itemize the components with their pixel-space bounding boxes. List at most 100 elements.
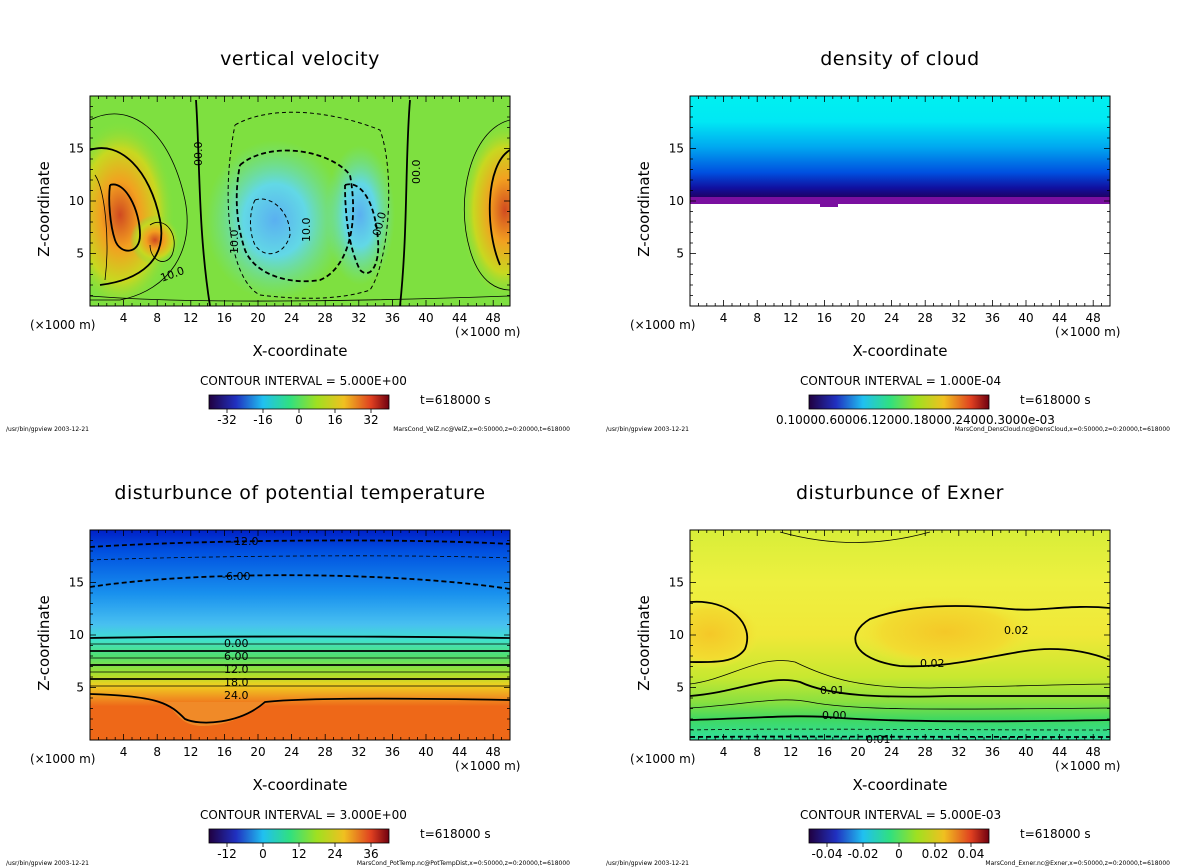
x-unit-right: (×1000 m) xyxy=(455,325,521,339)
colorbar-tick-label: -0.02 xyxy=(847,847,878,861)
colorbar xyxy=(208,394,390,410)
footer-source: MarsCond_Exner.nc@Exner,x=0:50000,z=0:20… xyxy=(985,860,1170,867)
contour-line-negative xyxy=(89,555,511,561)
x-tick-label: 48 xyxy=(1086,745,1101,759)
y-axis-label: Z-coordinate xyxy=(35,595,53,691)
colorbar-tick-label: -12 xyxy=(217,847,237,861)
contour-line xyxy=(108,183,141,252)
colorbar xyxy=(808,828,990,844)
x-tick-label: 32 xyxy=(951,311,966,325)
time-stamp: t=618000 s xyxy=(1020,393,1091,407)
x-tick-label: 24 xyxy=(284,745,299,759)
colorbar-tick-label: 36 xyxy=(363,847,378,861)
contour-interval: CONTOUR INTERVAL = 5.000E-03 xyxy=(800,808,1002,822)
time-stamp: t=618000 s xyxy=(1020,827,1091,841)
contour-line xyxy=(463,119,510,291)
x-unit-right: (×1000 m) xyxy=(1055,759,1121,773)
x-tick-label: 40 xyxy=(418,745,433,759)
contour-interval: CONTOUR INTERVAL = 3.000E+00 xyxy=(200,808,407,822)
x-tick-label: 32 xyxy=(351,745,366,759)
x-tick-label: 36 xyxy=(985,311,1000,325)
colorbar-tick-label: 16 xyxy=(327,413,342,427)
footer-path: /usr/bin/gpview 2003-12-21 xyxy=(6,426,89,433)
downdraft-center xyxy=(205,140,345,300)
colorbar-tick-label: 0.10000.60006.12000.18000.24000.3000e-03 xyxy=(776,413,1055,427)
chart-title: density of cloud xyxy=(820,48,980,70)
x-tick-label: 28 xyxy=(918,745,933,759)
contour-label: 10.0 xyxy=(300,218,313,243)
colorbar-tick-label: 0.04 xyxy=(958,847,985,861)
cloud-base-blob xyxy=(820,202,838,207)
x-tick-label: 12 xyxy=(183,745,198,759)
x-tick-label: 12 xyxy=(783,745,798,759)
colorbar xyxy=(808,394,990,410)
contour-line xyxy=(690,600,749,663)
updraft-right xyxy=(460,120,510,300)
contour-line xyxy=(779,531,931,543)
x-tick-label: 28 xyxy=(918,311,933,325)
colorbar-tick-label: 0.02 xyxy=(922,847,949,861)
x-unit-left: (×1000 m) xyxy=(630,318,696,332)
x-tick-label: 36 xyxy=(385,745,400,759)
time-stamp: t=618000 s xyxy=(420,393,491,407)
contour-line-negative xyxy=(227,111,390,299)
x-tick-label: 8 xyxy=(753,311,761,325)
contour-label: -6.00 xyxy=(222,570,250,583)
x-axis-label: X-coordinate xyxy=(252,342,348,360)
contour-label: 0.01 xyxy=(820,684,845,697)
cloud-layer xyxy=(690,96,1110,198)
plot-svg: 00.0 00.0 10.0 10.0 10.0 00.0 4 8 12 16 20 24… xyxy=(69,95,511,427)
colorbar-tick-label: 0 xyxy=(259,847,267,861)
chart-title: vertical velocity xyxy=(220,48,380,70)
footer-path: /usr/bin/gpview 2003-12-21 xyxy=(6,860,89,867)
contour-label: 0.00 xyxy=(224,637,249,650)
x-tick-label: 48 xyxy=(1086,311,1101,325)
contour-line xyxy=(854,605,1110,668)
contour-line xyxy=(90,295,510,302)
contour-line-negative xyxy=(89,539,511,548)
x-unit-right: (×1000 m) xyxy=(455,759,521,773)
x-tick-label: 28 xyxy=(318,311,333,325)
contour-label: 00.0 xyxy=(370,211,389,238)
contour-line-negative xyxy=(690,728,1110,731)
x-tick-label: 8 xyxy=(153,311,161,325)
high-pressure-right xyxy=(855,596,1035,668)
contour-line xyxy=(90,113,188,301)
contour-line-negative xyxy=(235,149,354,283)
x-tick-label: 16 xyxy=(817,745,832,759)
y-tick-label: 10 xyxy=(69,628,84,642)
contour-line xyxy=(690,679,1110,698)
time-stamp: t=618000 s xyxy=(420,827,491,841)
x-tick-label: 20 xyxy=(850,311,865,325)
y-tick-label: 10 xyxy=(669,194,684,208)
y-tick-label: 15 xyxy=(69,576,84,590)
plot-svg: 0.02 0.02 0.01 0.00 -0.01 4 8 12 16 20 24 28 32… xyxy=(669,529,1111,861)
x-tick-label: 44 xyxy=(1052,311,1067,325)
contour-label: 10.0 xyxy=(228,230,241,255)
contour-label: -12.0 xyxy=(230,535,258,548)
colorbar-tick-label: -32 xyxy=(217,413,237,427)
panel-potential-temperature: disturbunce of potential temperature xyxy=(0,434,600,868)
contour-label: 0.02 xyxy=(920,657,945,670)
footer-source: MarsCond_PotTemp.nc@PotTempDist,x=0:5000… xyxy=(356,860,570,867)
field-background xyxy=(90,530,510,740)
y-tick-label: 15 xyxy=(69,142,84,156)
contour-label: 12.0 xyxy=(224,663,249,676)
contour-line xyxy=(149,222,175,262)
contour-line xyxy=(690,660,1110,689)
x-axis-label: X-coordinate xyxy=(252,776,348,794)
x-tick-label: 20 xyxy=(850,745,865,759)
contour-line-negative xyxy=(89,574,511,590)
x-tick-label: 40 xyxy=(1018,745,1033,759)
x-unit-left: (×1000 m) xyxy=(630,752,696,766)
chart-title: disturbunce of Exner xyxy=(795,482,1004,504)
y-axis-label: Z-coordinate xyxy=(635,161,653,257)
y-tick-label: 15 xyxy=(669,576,684,590)
x-tick-label: 24 xyxy=(284,311,299,325)
x-tick-label: 12 xyxy=(183,311,198,325)
contour-interval: CONTOUR INTERVAL = 1.000E-04 xyxy=(800,374,1002,388)
x-tick-label: 44 xyxy=(452,311,467,325)
y-tick-label: 5 xyxy=(676,247,684,261)
contour-line-zero xyxy=(89,635,511,639)
